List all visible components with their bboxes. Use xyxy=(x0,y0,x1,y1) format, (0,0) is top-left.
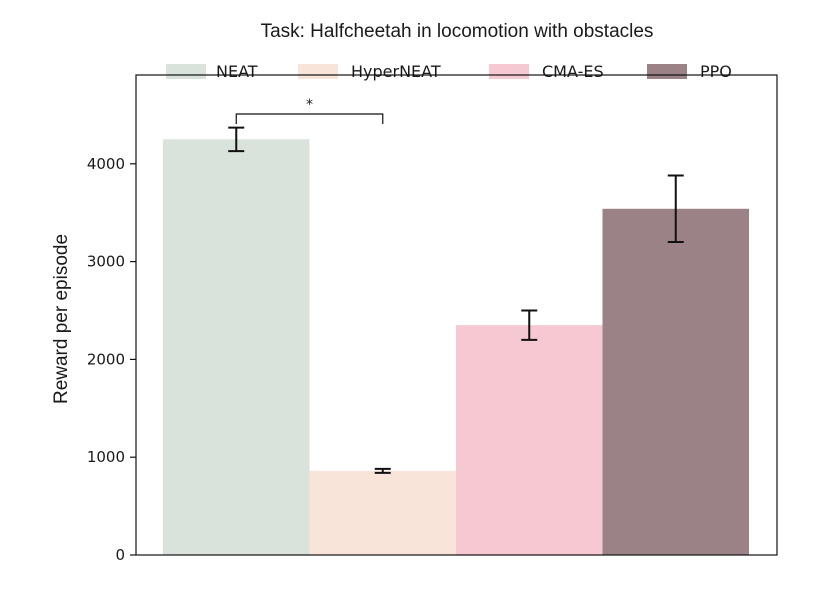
bar-neat xyxy=(163,139,310,555)
y-tick-label: 3000 xyxy=(87,253,125,271)
legend: NEAT HyperNEAT CMA-ES PPO xyxy=(166,62,732,81)
legend-label: CMA-ES xyxy=(542,62,604,81)
bar-hyperneat xyxy=(309,470,456,555)
chart-title: Task: Halfcheetah in locomotion with obs… xyxy=(261,21,654,42)
legend-label: NEAT xyxy=(216,62,258,81)
significance-bracket: * xyxy=(235,97,384,124)
error-bar-hyperneat xyxy=(374,467,391,474)
y-tick-label: 2000 xyxy=(87,350,125,368)
plot-area: * 0 1000 2000 3000 4000 xyxy=(87,74,778,564)
y-tick-label: 4000 xyxy=(87,155,125,173)
legend-item-neat: NEAT xyxy=(166,62,258,81)
error-bar-cma-es xyxy=(521,309,538,341)
bar-ppo xyxy=(602,208,749,555)
error-bar-ppo xyxy=(667,174,684,244)
y-tick-label: 0 xyxy=(115,546,125,564)
y-axis-label: Reward per episode xyxy=(51,234,72,404)
legend-swatch xyxy=(647,64,687,79)
legend-label: PPO xyxy=(700,62,732,81)
bar-cma-es xyxy=(456,325,603,555)
legend-swatch xyxy=(489,64,529,79)
plot-frame xyxy=(135,74,778,556)
legend-item-cma-es: CMA-ES xyxy=(489,62,604,81)
legend-swatch xyxy=(298,64,338,79)
legend-item-ppo: PPO xyxy=(647,62,732,81)
significance-label: * xyxy=(306,97,313,113)
y-tick-label: 1000 xyxy=(87,448,125,466)
legend-item-hyperneat: HyperNEAT xyxy=(298,62,441,81)
legend-swatch xyxy=(166,64,206,79)
legend-label: HyperNEAT xyxy=(351,62,441,81)
error-bar-neat xyxy=(228,126,245,153)
